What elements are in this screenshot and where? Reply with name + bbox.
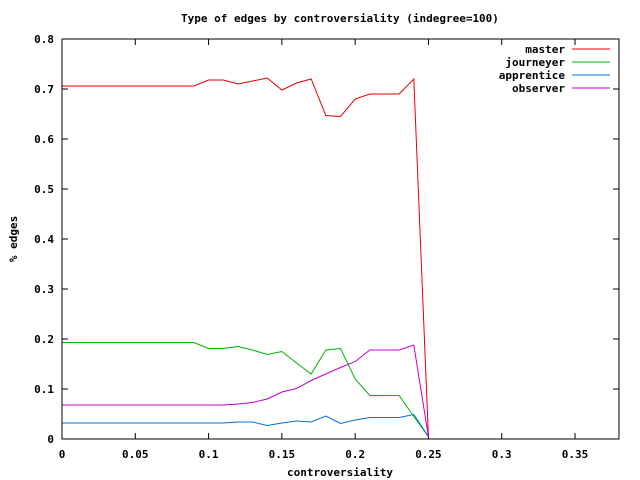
legend-label: apprentice xyxy=(499,69,566,82)
y-tick-label: 0.3 xyxy=(34,283,54,296)
x-tick-label: 0.1 xyxy=(199,448,219,461)
y-tick-label: 0.7 xyxy=(34,83,54,96)
legend-label: observer xyxy=(512,82,565,95)
plot-frame xyxy=(61,38,620,440)
x-tick-label: 0.05 xyxy=(122,448,149,461)
x-tick-label: 0.15 xyxy=(269,448,296,461)
axes: 0 0.1 0.2 0.3 0.4 0.5 0.6 0.7 0.8 0 0.05 0.1 0.15 0.2… xyxy=(34,33,619,461)
x-tick-label: 0.2 xyxy=(345,448,365,461)
y-tick-label: 0.4 xyxy=(34,233,54,246)
series-line-journeyer xyxy=(62,342,429,437)
series-line-master xyxy=(62,77,429,437)
y-tick-label: 0.6 xyxy=(34,133,54,146)
x-axis-label: controversiality xyxy=(287,466,393,479)
chart-title: Type of edges by controversiality (indeg… xyxy=(181,12,499,25)
series-line-apprentice xyxy=(62,413,429,437)
legend-label: journeyer xyxy=(505,56,565,69)
x-tick-label: 0.3 xyxy=(492,448,512,461)
series-lines xyxy=(62,77,429,437)
x-tick-label: 0.25 xyxy=(415,448,442,461)
y-tick-label: 0.8 xyxy=(34,33,54,46)
y-tick-label: 0.2 xyxy=(34,333,54,346)
series-line-observer xyxy=(62,344,429,437)
y-tick-label: 0.5 xyxy=(34,183,54,196)
x-tick-label: 0 xyxy=(59,448,66,461)
legend-label: master xyxy=(525,43,565,56)
y-tick-label: 0 xyxy=(47,433,54,446)
y-axis-label: % edges xyxy=(7,216,20,262)
x-tick-label: 0.35 xyxy=(562,448,589,461)
y-tick-label: 0.1 xyxy=(34,383,54,396)
